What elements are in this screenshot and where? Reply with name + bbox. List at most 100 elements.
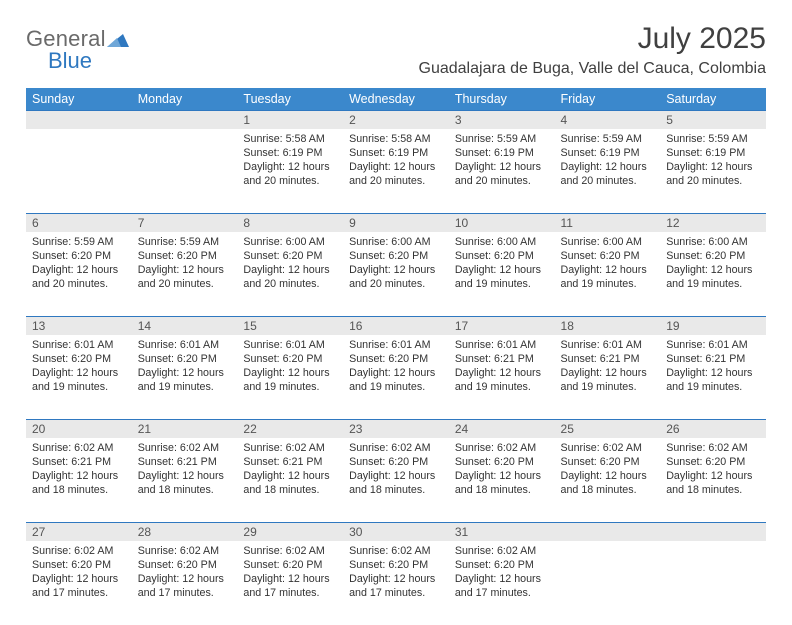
day-number: 17 xyxy=(449,316,555,335)
day-number: 3 xyxy=(449,110,555,129)
day-content: Sunrise: 6:02 AMSunset: 6:20 PMDaylight:… xyxy=(660,438,766,504)
day-content: Sunrise: 6:02 AMSunset: 6:20 PMDaylight:… xyxy=(343,541,449,607)
day-number: 31 xyxy=(449,522,555,541)
day-number-cell: 29 xyxy=(237,522,343,541)
day-content: Sunrise: 6:00 AMSunset: 6:20 PMDaylight:… xyxy=(555,232,661,298)
title-block: July 2025 Guadalajara de Buga, Valle del… xyxy=(419,22,766,78)
day-content: Sunrise: 6:02 AMSunset: 6:20 PMDaylight:… xyxy=(555,438,661,504)
day-content-cell: Sunrise: 5:59 AMSunset: 6:19 PMDaylight:… xyxy=(660,129,766,213)
day-number-empty xyxy=(660,522,766,541)
day-number-cell: 2 xyxy=(343,110,449,129)
day-content-cell: Sunrise: 6:02 AMSunset: 6:20 PMDaylight:… xyxy=(343,438,449,522)
day-content: Sunrise: 6:02 AMSunset: 6:20 PMDaylight:… xyxy=(132,541,238,607)
day-content: Sunrise: 6:01 AMSunset: 6:20 PMDaylight:… xyxy=(132,335,238,401)
day-number: 23 xyxy=(343,419,449,438)
day-number-cell xyxy=(132,110,238,129)
day-number-cell: 21 xyxy=(132,419,238,438)
week-daynum-row: 20212223242526 xyxy=(26,419,766,438)
day-number: 1 xyxy=(237,110,343,129)
day-number-cell: 11 xyxy=(555,213,661,232)
week-daynum-row: 2728293031 xyxy=(26,522,766,541)
day-number-empty xyxy=(555,522,661,541)
day-content: Sunrise: 5:58 AMSunset: 6:19 PMDaylight:… xyxy=(237,129,343,195)
day-number: 13 xyxy=(26,316,132,335)
day-content-cell: Sunrise: 5:59 AMSunset: 6:20 PMDaylight:… xyxy=(132,232,238,316)
day-content-cell: Sunrise: 6:02 AMSunset: 6:21 PMDaylight:… xyxy=(237,438,343,522)
day-number-cell: 16 xyxy=(343,316,449,335)
day-content-cell: Sunrise: 6:02 AMSunset: 6:21 PMDaylight:… xyxy=(26,438,132,522)
day-content-cell: Sunrise: 6:01 AMSunset: 6:20 PMDaylight:… xyxy=(343,335,449,419)
day-number-cell: 27 xyxy=(26,522,132,541)
day-content-cell: Sunrise: 5:58 AMSunset: 6:19 PMDaylight:… xyxy=(237,129,343,213)
day-content-cell: Sunrise: 6:01 AMSunset: 6:20 PMDaylight:… xyxy=(26,335,132,419)
day-number: 5 xyxy=(660,110,766,129)
day-content: Sunrise: 6:01 AMSunset: 6:21 PMDaylight:… xyxy=(449,335,555,401)
day-number-cell: 7 xyxy=(132,213,238,232)
day-content: Sunrise: 6:02 AMSunset: 6:20 PMDaylight:… xyxy=(449,438,555,504)
day-content-cell: Sunrise: 5:59 AMSunset: 6:19 PMDaylight:… xyxy=(449,129,555,213)
day-number-cell: 23 xyxy=(343,419,449,438)
day-content-cell: Sunrise: 6:01 AMSunset: 6:21 PMDaylight:… xyxy=(555,335,661,419)
day-content: Sunrise: 5:59 AMSunset: 6:19 PMDaylight:… xyxy=(449,129,555,195)
day-content-cell: Sunrise: 5:58 AMSunset: 6:19 PMDaylight:… xyxy=(343,129,449,213)
day-content-cell: Sunrise: 6:01 AMSunset: 6:21 PMDaylight:… xyxy=(449,335,555,419)
day-number-cell: 4 xyxy=(555,110,661,129)
day-number-cell: 20 xyxy=(26,419,132,438)
month-title: July 2025 xyxy=(419,22,766,56)
day-number-cell: 26 xyxy=(660,419,766,438)
day-content-cell: Sunrise: 6:02 AMSunset: 6:20 PMDaylight:… xyxy=(132,541,238,625)
week-daynum-row: 6789101112 xyxy=(26,213,766,232)
day-content-cell xyxy=(660,541,766,625)
day-header-row: Sunday Monday Tuesday Wednesday Thursday… xyxy=(26,88,766,110)
day-number-cell: 30 xyxy=(343,522,449,541)
day-content-cell: Sunrise: 6:01 AMSunset: 6:20 PMDaylight:… xyxy=(237,335,343,419)
day-header: Sunday xyxy=(26,88,132,110)
day-number: 25 xyxy=(555,419,661,438)
week-content-row: Sunrise: 5:59 AMSunset: 6:20 PMDaylight:… xyxy=(26,232,766,316)
day-number: 6 xyxy=(26,213,132,232)
day-number: 7 xyxy=(132,213,238,232)
day-content: Sunrise: 6:02 AMSunset: 6:20 PMDaylight:… xyxy=(26,541,132,607)
day-content: Sunrise: 6:01 AMSunset: 6:21 PMDaylight:… xyxy=(555,335,661,401)
brand-triangle-icon xyxy=(107,31,129,52)
day-content-cell xyxy=(555,541,661,625)
day-number-cell: 24 xyxy=(449,419,555,438)
day-number: 9 xyxy=(343,213,449,232)
week-content-row: Sunrise: 6:01 AMSunset: 6:20 PMDaylight:… xyxy=(26,335,766,419)
day-content: Sunrise: 6:02 AMSunset: 6:21 PMDaylight:… xyxy=(237,438,343,504)
day-content-cell xyxy=(132,129,238,213)
day-number-cell: 9 xyxy=(343,213,449,232)
day-content-cell: Sunrise: 6:02 AMSunset: 6:20 PMDaylight:… xyxy=(449,438,555,522)
day-content: Sunrise: 6:01 AMSunset: 6:20 PMDaylight:… xyxy=(343,335,449,401)
calendar-table: Sunday Monday Tuesday Wednesday Thursday… xyxy=(26,88,766,625)
day-content-cell: Sunrise: 6:02 AMSunset: 6:20 PMDaylight:… xyxy=(660,438,766,522)
day-number-cell: 25 xyxy=(555,419,661,438)
day-number-cell xyxy=(26,110,132,129)
day-number-empty xyxy=(132,110,238,129)
day-content-cell: Sunrise: 6:01 AMSunset: 6:20 PMDaylight:… xyxy=(132,335,238,419)
day-content-cell: Sunrise: 5:59 AMSunset: 6:20 PMDaylight:… xyxy=(26,232,132,316)
week-content-row: Sunrise: 6:02 AMSunset: 6:20 PMDaylight:… xyxy=(26,541,766,625)
day-content: Sunrise: 6:00 AMSunset: 6:20 PMDaylight:… xyxy=(449,232,555,298)
day-content: Sunrise: 5:58 AMSunset: 6:19 PMDaylight:… xyxy=(343,129,449,195)
day-content-cell: Sunrise: 6:02 AMSunset: 6:20 PMDaylight:… xyxy=(555,438,661,522)
day-number-cell: 1 xyxy=(237,110,343,129)
day-header: Friday xyxy=(555,88,661,110)
location-text: Guadalajara de Buga, Valle del Cauca, Co… xyxy=(419,60,766,78)
week-content-row: Sunrise: 6:02 AMSunset: 6:21 PMDaylight:… xyxy=(26,438,766,522)
day-number-cell: 18 xyxy=(555,316,661,335)
day-number-cell: 17 xyxy=(449,316,555,335)
day-number: 22 xyxy=(237,419,343,438)
day-content-cell: Sunrise: 6:02 AMSunset: 6:20 PMDaylight:… xyxy=(449,541,555,625)
day-number: 10 xyxy=(449,213,555,232)
day-number: 15 xyxy=(237,316,343,335)
day-number: 16 xyxy=(343,316,449,335)
day-number: 27 xyxy=(26,522,132,541)
day-content: Sunrise: 6:01 AMSunset: 6:21 PMDaylight:… xyxy=(660,335,766,401)
day-number-cell: 8 xyxy=(237,213,343,232)
day-number-cell: 15 xyxy=(237,316,343,335)
day-number: 28 xyxy=(132,522,238,541)
day-content-cell: Sunrise: 6:00 AMSunset: 6:20 PMDaylight:… xyxy=(660,232,766,316)
day-content: Sunrise: 6:02 AMSunset: 6:20 PMDaylight:… xyxy=(343,438,449,504)
day-content: Sunrise: 6:01 AMSunset: 6:20 PMDaylight:… xyxy=(26,335,132,401)
